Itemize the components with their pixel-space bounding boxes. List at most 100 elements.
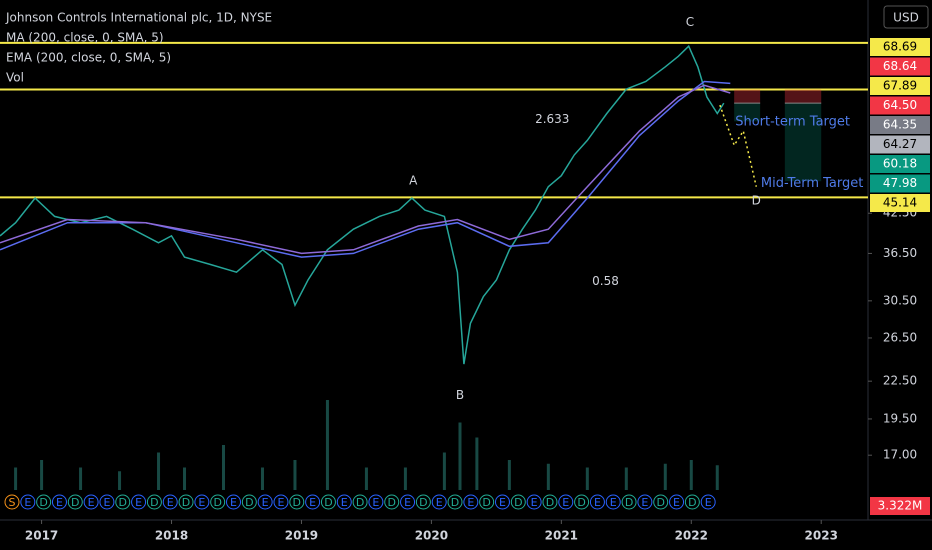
price-label-box — [870, 116, 930, 134]
event-marker[interactable] — [131, 494, 147, 510]
event-marker[interactable] — [494, 494, 510, 510]
event-marker[interactable] — [36, 494, 52, 510]
event-marker[interactable] — [558, 494, 574, 510]
event-marker[interactable] — [305, 494, 321, 510]
target-zone — [784, 103, 822, 182]
event-label: E — [467, 496, 474, 509]
event-marker[interactable] — [542, 494, 558, 510]
price-label-box — [870, 38, 930, 56]
indicator-label: MA (200, close, 0, SMA, 5) — [6, 31, 164, 45]
event-marker[interactable] — [400, 494, 416, 510]
annotation: Short-term Target — [735, 115, 850, 130]
event-marker[interactable] — [510, 494, 526, 510]
event-label: D — [577, 496, 585, 509]
event-marker[interactable] — [320, 494, 336, 510]
event-marker[interactable] — [384, 494, 400, 510]
event-marker[interactable] — [368, 494, 384, 510]
event-label: D — [182, 496, 190, 509]
event-marker[interactable] — [115, 494, 131, 510]
event-marker[interactable] — [621, 494, 637, 510]
event-label: E — [594, 496, 601, 509]
event-marker[interactable] — [605, 494, 621, 510]
event-label: E — [103, 496, 110, 509]
event-label: E — [610, 496, 617, 509]
volume-bar — [118, 471, 122, 490]
x-tick-label: 2022 — [675, 529, 708, 543]
event-label: S — [9, 496, 16, 509]
y-tick-label: 36.50 — [883, 246, 917, 260]
event-label: E — [56, 496, 63, 509]
event-marker[interactable] — [289, 494, 305, 510]
event-label: D — [324, 496, 332, 509]
event-label: D — [482, 496, 490, 509]
event-marker[interactable] — [67, 494, 83, 510]
event-marker[interactable] — [4, 494, 20, 510]
event-marker[interactable] — [653, 494, 669, 510]
event-marker[interactable] — [162, 494, 178, 510]
annotation: A — [409, 174, 418, 188]
event-marker[interactable] — [684, 494, 700, 510]
event-label: E — [341, 496, 348, 509]
stop-zone — [734, 89, 761, 104]
event-label: D — [419, 496, 427, 509]
event-marker[interactable] — [178, 494, 194, 510]
stop-zone — [784, 89, 822, 104]
x-tick-label: 2021 — [545, 529, 578, 543]
event-marker[interactable] — [574, 494, 590, 510]
target-zone — [734, 103, 761, 122]
plot-area: 2017 2018 2019 2020 2021 2022 202342.5036.5030… — [0, 15, 930, 543]
volume-bar — [79, 467, 83, 490]
event-marker[interactable] — [83, 494, 99, 510]
event-marker[interactable] — [194, 494, 210, 510]
event-label: E — [262, 496, 269, 509]
event-marker[interactable] — [447, 494, 463, 510]
volume-bar — [546, 463, 550, 490]
volume-bar — [221, 445, 225, 490]
event-label: D — [245, 496, 253, 509]
y-tick-label: 22.50 — [883, 374, 917, 388]
event-marker[interactable] — [273, 494, 289, 510]
event-marker[interactable] — [669, 494, 685, 510]
event-marker[interactable] — [51, 494, 67, 510]
event-label: E — [562, 496, 569, 509]
price-label: 68.64 — [883, 59, 917, 73]
event-marker[interactable] — [589, 494, 605, 510]
event-label: D — [656, 496, 664, 509]
event-marker[interactable] — [479, 494, 495, 510]
event-marker[interactable] — [336, 494, 352, 510]
chart-title: Johnson Controls International plc, 1D, … — [5, 11, 272, 25]
price-label-box — [870, 174, 930, 193]
y-tick-label: 19.50 — [883, 411, 917, 425]
moving-average — [0, 80, 731, 258]
event-marker[interactable] — [352, 494, 368, 510]
price-label-box — [870, 155, 930, 173]
x-tick-label: 2019 — [285, 529, 318, 543]
price-label-box — [870, 194, 930, 212]
currency-box[interactable] — [883, 5, 929, 29]
event-label: E — [88, 496, 95, 509]
event-marker[interactable] — [241, 494, 257, 510]
volume-bar — [585, 467, 589, 490]
event-marker[interactable] — [431, 494, 447, 510]
currency[interactable]: USD — [893, 11, 919, 25]
event-label: D — [688, 496, 696, 509]
event-marker[interactable] — [700, 494, 716, 510]
event-label: E — [404, 496, 411, 509]
event-label: E — [372, 496, 379, 509]
event-marker[interactable] — [637, 494, 653, 510]
event-label: D — [514, 496, 522, 509]
event-marker[interactable] — [257, 494, 273, 510]
price-label-box — [870, 135, 930, 154]
event-marker[interactable] — [526, 494, 542, 510]
annotation: 2.633 — [535, 112, 569, 126]
event-marker[interactable] — [20, 494, 36, 510]
event-marker[interactable] — [463, 494, 479, 510]
event-marker[interactable] — [226, 494, 242, 510]
volume-bar — [364, 467, 368, 490]
event-marker[interactable] — [99, 494, 115, 510]
event-label: D — [119, 496, 127, 509]
event-marker[interactable] — [146, 494, 162, 510]
event-label: E — [198, 496, 205, 509]
event-marker[interactable] — [415, 494, 431, 510]
event-marker[interactable] — [210, 494, 226, 510]
